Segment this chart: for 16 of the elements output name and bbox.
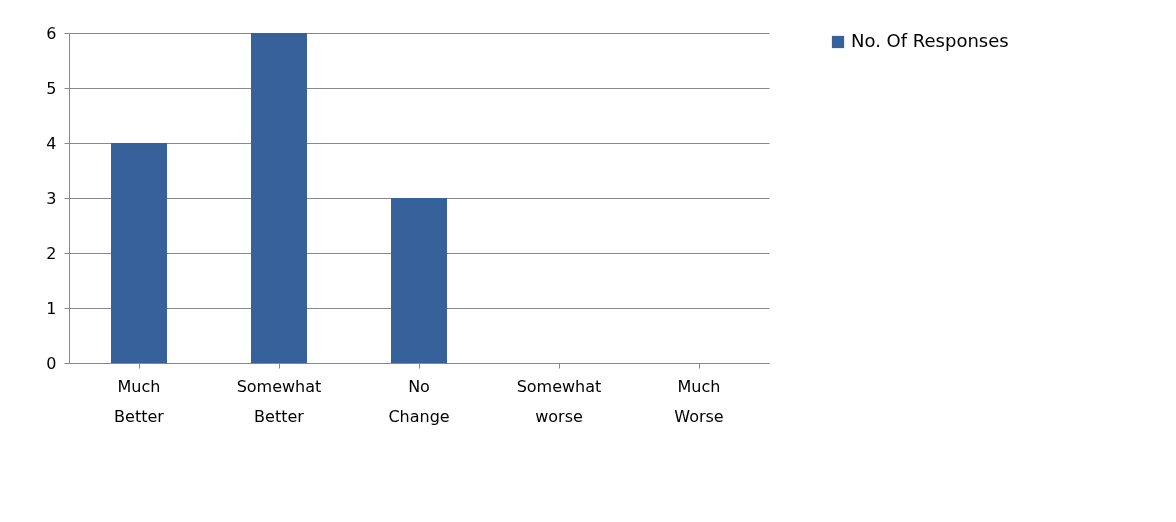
y-tick-label: 0 (46, 353, 57, 373)
y-tick-label: 5 (46, 78, 57, 98)
bar (251, 33, 307, 363)
y-tick-label: 3 (46, 188, 57, 208)
x-tick-label: Much Better (114, 376, 165, 426)
bar (111, 143, 167, 363)
legend-label: No. Of Responses (851, 30, 1009, 51)
y-tick-label: 2 (46, 243, 57, 263)
x-tick-label: Much Worse (674, 376, 724, 426)
y-tick-label: 1 (46, 298, 57, 318)
bar (391, 198, 447, 363)
x-tick-label: No Change (388, 376, 450, 426)
x-tick-label: Somewhat Better (236, 376, 322, 426)
y-tick-label: 6 (46, 23, 57, 43)
x-tick-label: Somewhat worse (516, 376, 602, 426)
y-tick-label: 4 (46, 133, 57, 153)
